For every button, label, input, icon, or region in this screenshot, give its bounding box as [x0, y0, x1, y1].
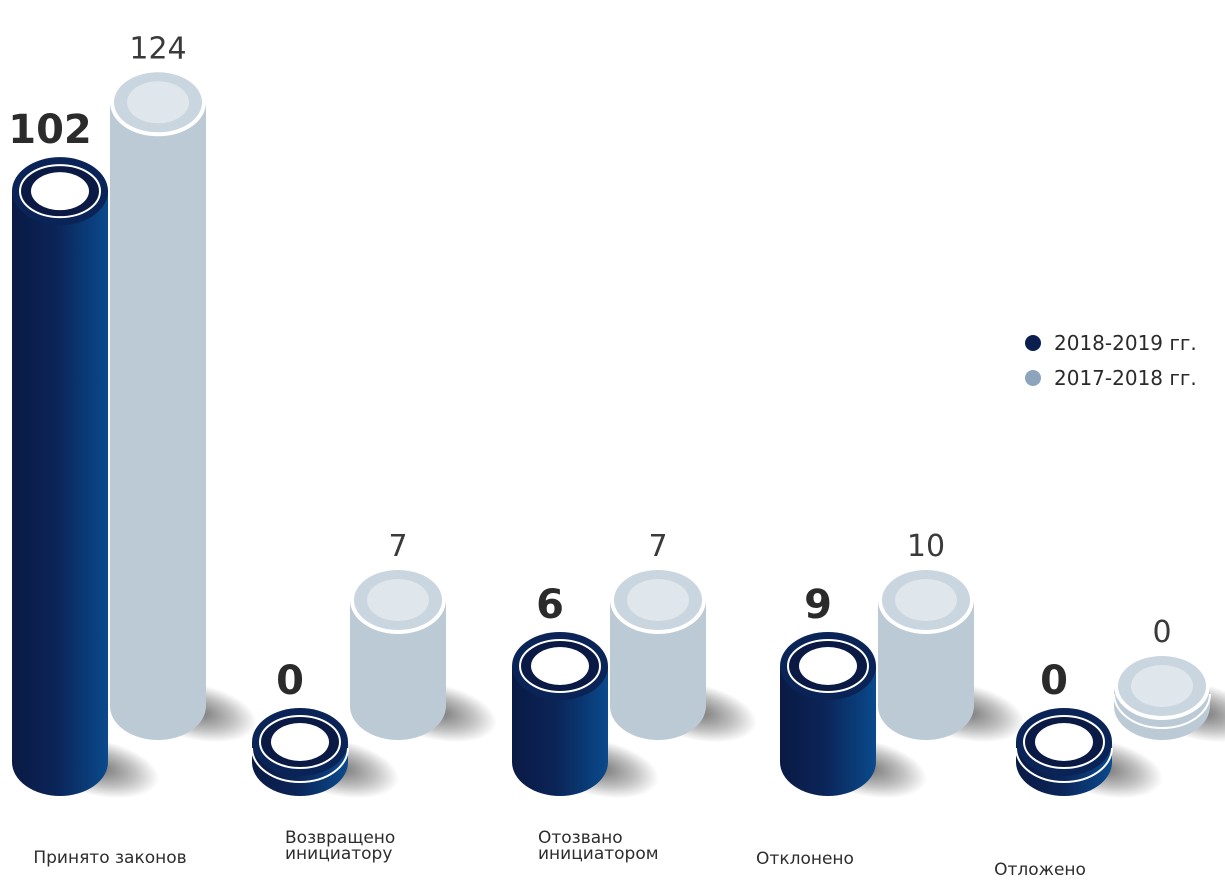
bar-2017-2018гг.-1 — [350, 566, 446, 740]
value-label-new-3: 9 — [804, 582, 832, 628]
legend-marker-0 — [1025, 335, 1041, 351]
value-label-old-2: 7 — [648, 529, 667, 564]
bar-2017-2018гг.-2-hole — [627, 579, 689, 621]
legend-marker-1 — [1025, 370, 1041, 386]
bar-2018-2019гг.-0 — [12, 157, 108, 797]
bar-2018-2019гг.-1 — [251, 708, 349, 796]
value-label-new-2: 6 — [536, 582, 564, 628]
bar-2018-2019гг.-0-body — [12, 191, 108, 797]
bar-2017-2018гг.-1-hole — [367, 579, 429, 621]
bar-2017-2018гг.-0 — [110, 68, 206, 740]
value-label-new-0: 102 — [8, 107, 92, 153]
value-label-new-4: 0 — [1040, 658, 1068, 704]
value-label-old-1: 7 — [388, 529, 407, 564]
bar-2017-2018гг.-3-hole — [895, 579, 957, 621]
bar-2018-2019гг.-2 — [512, 632, 608, 796]
bar-2018-2019гг.-4-band — [1015, 747, 1113, 783]
category-label-4: Отложено — [994, 860, 1086, 880]
bar-2018-2019гг.-0-hole — [31, 172, 89, 211]
category-label-line: Отклонено — [756, 849, 854, 869]
category-label-line: Возвращено — [285, 828, 395, 848]
bar-2017-2018гг.-4-hole — [1131, 665, 1193, 707]
bar-2017-2018гг.-0-body — [110, 102, 206, 740]
category-label-line: Отложено — [994, 860, 1086, 880]
bars-layer — [12, 68, 1211, 797]
bar-2018-2019гг.-1-band — [251, 747, 349, 783]
bar-2018-2019гг.-1-hole — [271, 723, 329, 761]
category-label-line: инициатору — [285, 844, 392, 864]
category-label-line: Отозвано — [538, 828, 623, 848]
bar-2018-2019гг.-2-hole — [531, 647, 589, 685]
bar-2017-2018гг.-2 — [610, 566, 706, 740]
bar-2018-2019гг.-3-body — [780, 666, 876, 796]
category-label-line: инициатором — [538, 844, 659, 864]
value-label-old-0: 124 — [129, 31, 186, 66]
bar-2018-2019гг.-3-hole — [799, 647, 857, 685]
bar-2018-2019гг.-2-body — [512, 666, 608, 796]
category-label-0: Принято законов — [33, 848, 186, 868]
bar-2018-2019гг.-4 — [1015, 708, 1113, 796]
legend-label-1: 2017-2018 гг. — [1054, 366, 1197, 390]
value-label-old-4: 0 — [1152, 615, 1171, 650]
category-label-1: Возвращено инициатору — [285, 828, 395, 864]
value-label-old-3: 10 — [907, 529, 945, 564]
category-label-2: Отозвано инициатором — [538, 828, 659, 864]
category-label-3: Отклонено — [756, 849, 854, 869]
bar-2017-2018гг.-4 — [1113, 652, 1211, 740]
value-label-new-1: 0 — [276, 658, 304, 704]
legend: 2018-2019 гг. 2017-2018 гг. — [1025, 331, 1197, 390]
bar-2018-2019гг.-4-hole — [1035, 723, 1093, 761]
bar-2017-2018гг.-0-hole — [127, 81, 189, 124]
bar-2017-2018гг.-1-body — [350, 600, 446, 740]
bar-2017-2018гг.-3 — [878, 566, 974, 740]
category-label-line: Принято законов — [33, 848, 186, 868]
bar-2017-2018гг.-4-band — [1113, 693, 1211, 729]
legend-label-0: 2018-2019 гг. — [1054, 331, 1197, 355]
bar-2018-2019гг.-3 — [780, 632, 876, 796]
bar-2017-2018гг.-2-body — [610, 600, 706, 740]
bar-2017-2018гг.-3-body — [878, 600, 974, 740]
